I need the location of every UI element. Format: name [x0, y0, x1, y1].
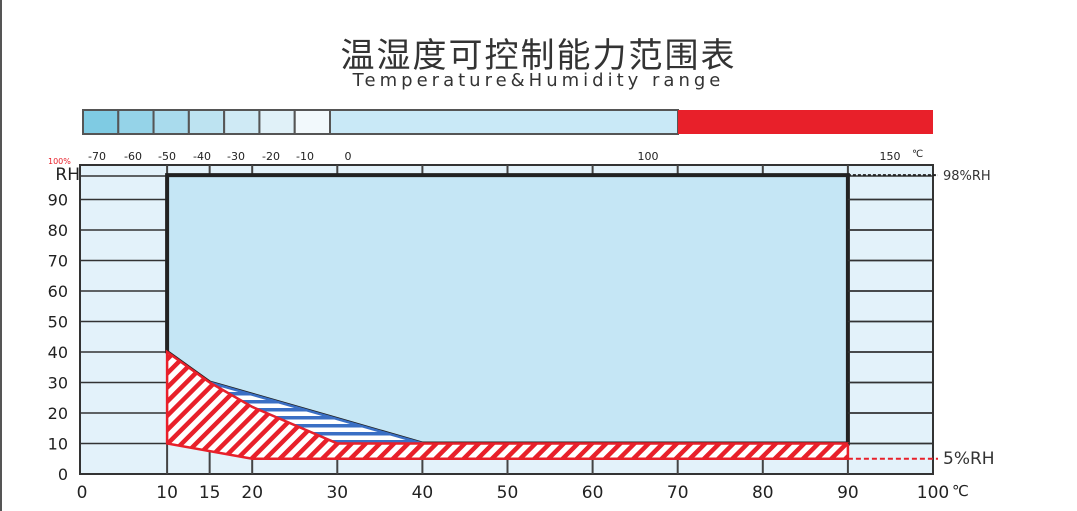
x-tick-label: 90 — [837, 483, 859, 503]
temperature-bar-label: -20 — [262, 150, 280, 163]
plot-area: 98%RH 5%RH 0 10 20 30 40 50 60 70 80 90 0 10 15 20 30 40 5… — [48, 164, 995, 503]
temperature-bar-cold-segment — [117, 109, 155, 135]
temperature-bar-label: -40 — [193, 150, 211, 163]
x-tick-label: 20 — [241, 483, 263, 503]
y-tick-label: 90 — [48, 191, 68, 210]
x-tick-label: 80 — [752, 483, 774, 503]
temperature-bar-label: -60 — [124, 150, 142, 163]
x-tick-label: 30 — [326, 483, 348, 503]
y-tick-label: 10 — [48, 435, 68, 454]
annotation-label: 5%RH — [943, 449, 995, 469]
temperature-unit: ℃ — [912, 149, 923, 160]
temperature-bar-label: -10 — [296, 150, 314, 163]
temperature-bar-cold-segment — [223, 109, 261, 135]
temperature-bar-label: -50 — [158, 150, 176, 163]
temperature-bar-hot-segment — [678, 110, 933, 134]
y-tick-label: 60 — [48, 282, 68, 301]
chart-subtitle: Temperature&Humidity range — [352, 70, 725, 91]
x-tick-label: 15 — [199, 483, 221, 503]
y-tick-label: 70 — [48, 252, 68, 271]
x-unit-label: ℃ — [952, 482, 969, 500]
temperature-bar-cold-segment — [258, 109, 296, 135]
annotation-label: 98%RH — [943, 169, 991, 184]
temperature-bar-cold-segment — [152, 109, 190, 135]
temperature-color-bar — [82, 109, 933, 135]
chart-title: 温湿度可控制能力范围表 — [340, 36, 737, 76]
temperature-bar-label: -70 — [88, 150, 106, 163]
x-tick-label: 40 — [412, 483, 434, 503]
y-axis-label: RH — [55, 165, 80, 185]
temperature-bar-label: -30 — [227, 150, 245, 163]
x-tick-label: 10 — [156, 483, 178, 503]
x-tick-label: 100 — [917, 483, 949, 503]
left-border — [0, 0, 2, 511]
temperature-bar-label: 0 — [345, 150, 352, 163]
x-tick-label: 0 — [77, 483, 88, 503]
y-tick-label: 40 — [48, 343, 68, 362]
x-tick-label: 70 — [667, 483, 689, 503]
temperature-bar-normal-segment — [329, 109, 679, 135]
y-tick-label: 20 — [48, 404, 68, 423]
x-tick-label: 60 — [582, 483, 604, 503]
y-tick-label: 50 — [48, 313, 68, 332]
y-tick-label: 0 — [58, 465, 68, 484]
y-top-label: 100% — [48, 157, 71, 166]
y-tick-label: 80 — [48, 221, 68, 240]
temperature-bar-label: 150 — [880, 150, 901, 163]
temperature-bar-cold-segment — [293, 109, 332, 135]
temperature-bar-cold-segment — [82, 109, 120, 135]
temperature-bar-label: 100 — [638, 150, 659, 163]
temperature-bar-labels: -70 -60 -50 -40 -30 -20 -10 0 100 150 ℃ — [88, 149, 923, 163]
y-tick-label: 30 — [48, 374, 68, 393]
x-tick-label: 50 — [497, 483, 519, 503]
temperature-bar-cold-segment — [187, 109, 226, 135]
